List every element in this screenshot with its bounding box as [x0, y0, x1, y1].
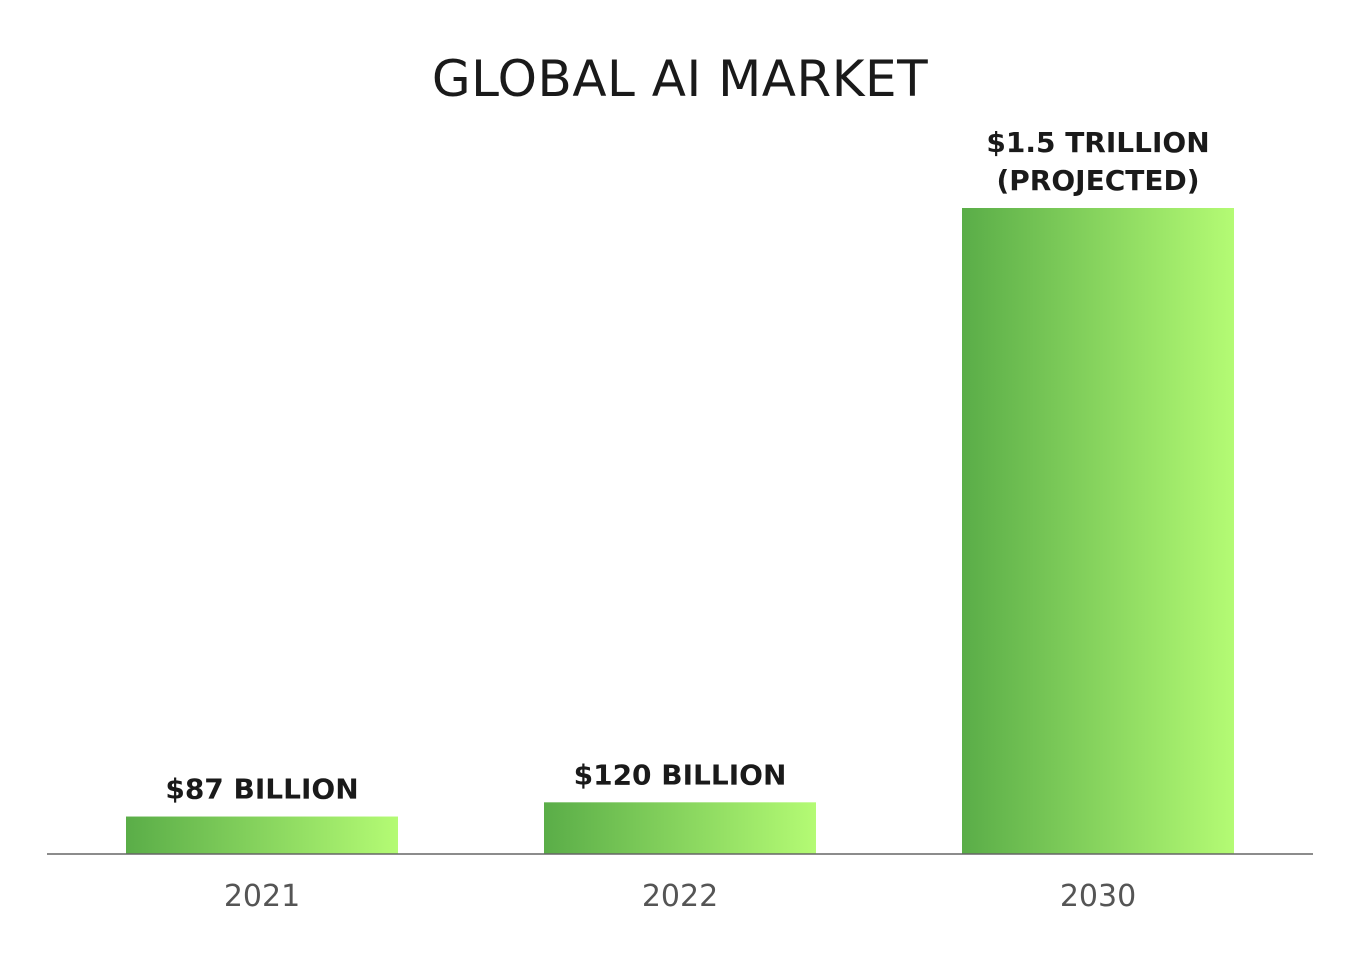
data-label-2030: $1.5 TRILLION [986, 126, 1209, 159]
data-label-2022: $120 BILLION [574, 758, 787, 791]
bar-2021 [126, 816, 398, 854]
x-tick-label-2030: 2030 [1060, 879, 1136, 914]
bars-group [126, 208, 1234, 854]
data-label-2030: (PROJECTED) [996, 164, 1199, 197]
x-tick-label-2022: 2022 [642, 879, 718, 914]
data-label-2021: $87 BILLION [165, 773, 358, 806]
bar-2022 [544, 802, 816, 854]
bar-2030 [962, 208, 1234, 854]
chart-title: GLOBAL AI MARKET [431, 50, 929, 108]
x-tick-label-2021: 2021 [224, 879, 300, 914]
labels-group: $87 BILLION 2021 $120 BILLION 2022 $1.5 TRIL… [165, 126, 1209, 914]
